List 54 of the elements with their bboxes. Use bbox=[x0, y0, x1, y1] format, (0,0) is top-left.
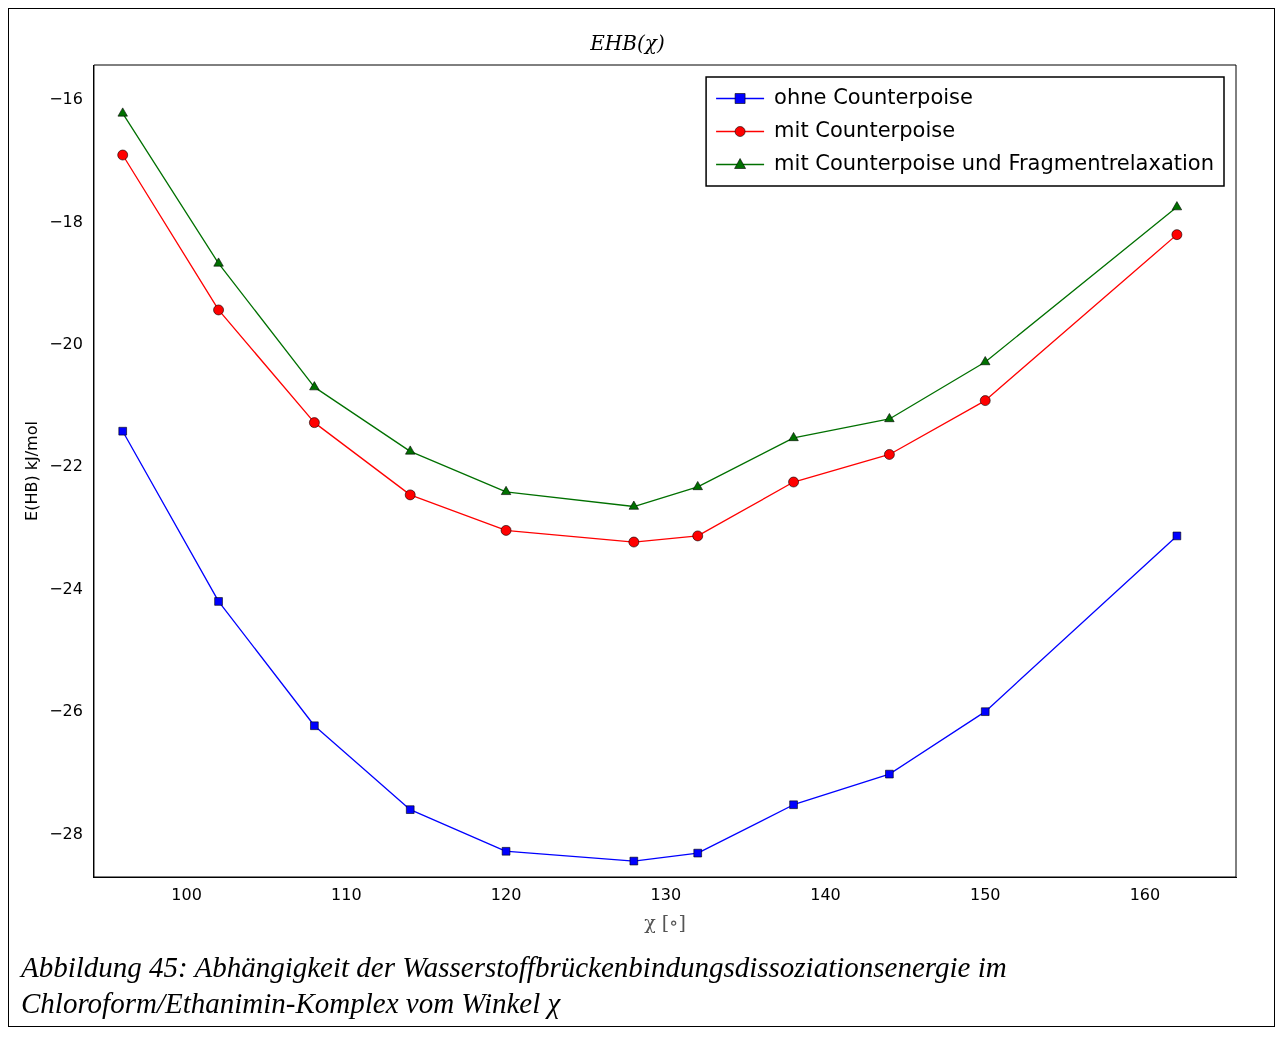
point bbox=[788, 432, 799, 441]
point bbox=[1172, 531, 1182, 541]
point bbox=[884, 413, 895, 422]
x-tick-label: 150 bbox=[969, 884, 1001, 904]
point bbox=[789, 800, 798, 809]
point bbox=[1171, 229, 1183, 240]
point bbox=[501, 847, 511, 856]
point bbox=[979, 395, 991, 406]
x-tick-label: 110 bbox=[331, 884, 362, 904]
y-tick-label: −24 bbox=[49, 578, 83, 598]
point bbox=[213, 304, 224, 316]
x-tick-label: 140 bbox=[810, 884, 841, 904]
legend-label: mit Counterpoise und Fragmentrelaxation bbox=[774, 150, 1215, 175]
legend-label: mit Counterpoise bbox=[774, 117, 956, 142]
point bbox=[310, 721, 319, 730]
legend-label: ohne Counterpoise bbox=[774, 84, 973, 109]
point bbox=[692, 530, 704, 542]
point bbox=[309, 381, 320, 391]
point bbox=[214, 597, 223, 606]
y-tick-label: −16 bbox=[49, 89, 83, 109]
y-tick-label: −18 bbox=[49, 211, 83, 231]
point bbox=[628, 536, 640, 548]
point bbox=[884, 449, 895, 460]
point bbox=[117, 149, 129, 161]
y-tick-label: −26 bbox=[49, 701, 83, 721]
y-axis-title: E(HB) kJ/mol bbox=[21, 421, 41, 521]
point bbox=[404, 489, 416, 501]
x-tick-label: 130 bbox=[650, 884, 682, 904]
y-tick-label: −28 bbox=[49, 823, 83, 843]
point bbox=[885, 769, 894, 779]
point bbox=[500, 525, 512, 536]
point bbox=[693, 848, 702, 858]
point bbox=[1171, 201, 1182, 211]
point bbox=[405, 445, 416, 455]
point bbox=[500, 486, 512, 495]
y-tick-label: −22 bbox=[49, 456, 83, 476]
point bbox=[117, 107, 128, 117]
point bbox=[981, 707, 990, 716]
point bbox=[788, 476, 799, 488]
point bbox=[980, 356, 991, 366]
point bbox=[629, 856, 639, 866]
point bbox=[309, 417, 320, 428]
chart-title: EHB(χ) bbox=[589, 31, 665, 56]
point bbox=[406, 805, 415, 814]
x-tick-label: 120 bbox=[490, 884, 522, 904]
point bbox=[118, 427, 127, 436]
text: Abbildung 45: Abhängigkeit der Wasserstoffbrückenbindungsdissoziationsenergie im Chloroform/Ethanimin-Komplex vom Winkel χ bbox=[18, 950, 1008, 1022]
x-tick-label: 160 bbox=[1129, 884, 1161, 904]
point bbox=[213, 257, 224, 267]
x-tick-label: 100 bbox=[171, 884, 202, 904]
y-tick-label: −20 bbox=[49, 334, 83, 354]
x-axis-title: χ [∘] bbox=[644, 910, 686, 933]
point bbox=[692, 481, 703, 490]
point bbox=[628, 500, 639, 510]
